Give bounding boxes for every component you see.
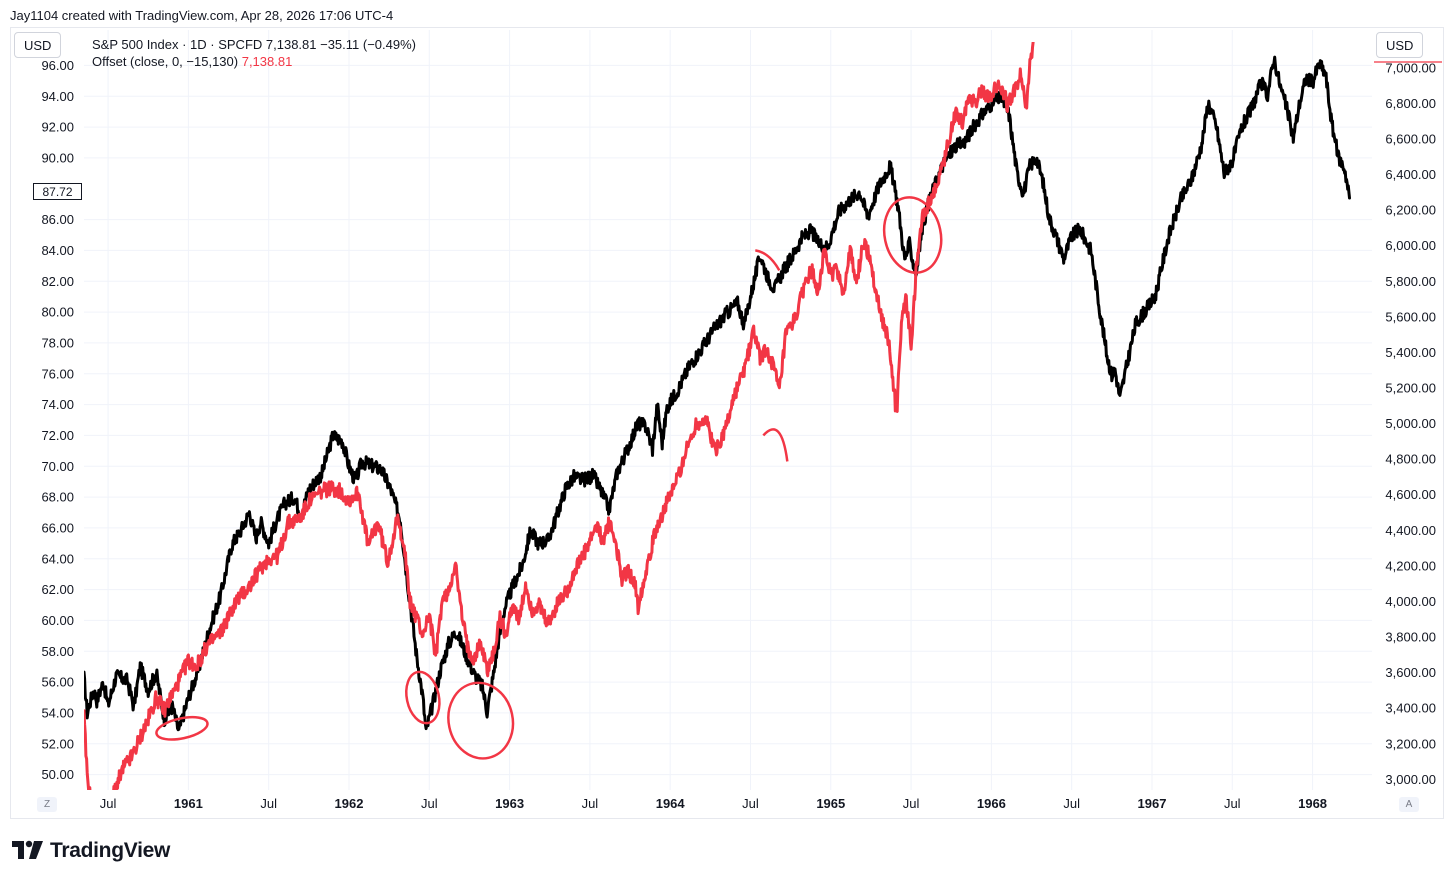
- left-axis-tick-label: 82.00: [41, 274, 74, 289]
- left-axis-tick-label: 50.00: [41, 767, 74, 782]
- timezone-button[interactable]: Z: [37, 797, 57, 812]
- left-axis-tick-label: 90.00: [41, 150, 74, 165]
- x-tick-label: 1967: [1138, 796, 1167, 811]
- auto-scale-button[interactable]: A: [1399, 797, 1419, 812]
- right-axis-tick-label: 4,800.00: [1385, 452, 1436, 467]
- right-axis-tick-label: 5,000.00: [1385, 416, 1436, 431]
- x-tick-label: Jul: [903, 796, 920, 811]
- right-axis-tick-label: 6,200.00: [1385, 203, 1436, 218]
- x-tick-label: Jul: [582, 796, 599, 811]
- x-tick-label: 1966: [977, 796, 1006, 811]
- legend-offset-label: Offset (close, 0, −15,130): [92, 54, 239, 69]
- right-axis-tick-label: 3,400.00: [1385, 701, 1436, 716]
- x-tick-label: 1964: [656, 796, 686, 811]
- left-axis-tick-label: 54.00: [41, 705, 74, 720]
- chart-legend: S&P 500 Index · 1D · SPCFD 7,138.81 −35.…: [92, 36, 416, 70]
- x-tick-label: 1968: [1298, 796, 1327, 811]
- right-axis-tick-label: 5,800.00: [1385, 274, 1436, 289]
- x-tick-label: Jul: [100, 796, 117, 811]
- right-axis-tick-label: 4,200.00: [1385, 558, 1436, 573]
- right-axis-tick-label: 3,200.00: [1385, 736, 1436, 751]
- right-axis-tick-label: 6,800.00: [1385, 96, 1436, 111]
- tradingview-logo: TradingView: [12, 836, 170, 862]
- left-axis-tick-label: 86.00: [41, 212, 74, 227]
- left-axis-tick-label: 72.00: [41, 428, 74, 443]
- left-axis-tick-label: 58.00: [41, 644, 74, 659]
- left-axis-tick-label: 78.00: [41, 335, 74, 350]
- left-axis-tick-label: 64.00: [41, 551, 74, 566]
- sp500-black-line: [84, 55, 1351, 732]
- right-axis-tick-label: 5,600.00: [1385, 309, 1436, 324]
- left-axis-tick-label: 60.00: [41, 613, 74, 628]
- left-axis-tick-label: 70.00: [41, 459, 74, 474]
- chart-credit: Jay1104 created with TradingView.com, Ap…: [10, 8, 394, 23]
- left-axis-tick-label: 52.00: [41, 736, 74, 751]
- right-axis-tick-label: 4,600.00: [1385, 487, 1436, 502]
- annotation-arc-1964: [762, 428, 789, 462]
- annotation-arc-1964-top: [755, 249, 781, 272]
- current-price-label: 87.72: [33, 183, 82, 200]
- x-tick-label: Jul: [260, 796, 277, 811]
- x-tick-label: 1962: [335, 796, 364, 811]
- legend-main-series[interactable]: S&P 500 Index · 1D · SPCFD 7,138.81 −35.…: [92, 37, 416, 52]
- x-tick-label: Jul: [1063, 796, 1080, 811]
- legend-offset-series[interactable]: Offset (close, 0, −15,130) 7,138.81: [92, 53, 416, 70]
- right-axis-tick-label: 3,000.00: [1385, 772, 1436, 787]
- right-currency-button[interactable]: USD: [1376, 32, 1424, 58]
- right-axis-tick-label: 4,400.00: [1385, 523, 1436, 538]
- left-axis-tick-label: 96.00: [41, 58, 74, 73]
- right-axis-tick-label: 6,000.00: [1385, 238, 1436, 253]
- left-axis-tick-label: 66.00: [41, 520, 74, 535]
- legend-offset-value: 7,138.81: [241, 54, 293, 69]
- left-axis-tick-label: 94.00: [41, 89, 74, 104]
- x-tick-label: 1961: [174, 796, 203, 811]
- left-axis-tick-label: 56.00: [41, 675, 74, 690]
- tradingview-logo-icon: [12, 840, 43, 859]
- right-axis-tick-label: 3,800.00: [1385, 630, 1436, 645]
- right-axis-tick-label: 5,400.00: [1385, 345, 1436, 360]
- right-axis-tick-label: 3,600.00: [1385, 665, 1436, 680]
- left-axis-tick-label: 80.00: [41, 305, 74, 320]
- left-axis-tick-label: 92.00: [41, 120, 74, 135]
- offset-red-line: [84, 42, 1035, 790]
- right-axis-tick-label: 5,200.00: [1385, 380, 1436, 395]
- x-tick-label: Jul: [1224, 796, 1241, 811]
- right-axis-tick-label: 6,600.00: [1385, 131, 1436, 146]
- left-axis-tick-label: 76.00: [41, 366, 74, 381]
- x-tick-label: Jul: [742, 796, 759, 811]
- left-axis-tick-label: 74.00: [41, 397, 74, 412]
- right-axis-tick-label: 7,000.00: [1385, 60, 1436, 75]
- annotation-circle-1965: [882, 196, 943, 274]
- x-tick-label: 1965: [816, 796, 845, 811]
- right-axis-tick-label: 6,400.00: [1385, 167, 1436, 182]
- left-axis-tick-label: 62.00: [41, 582, 74, 597]
- tradingview-wordmark: TradingView: [50, 839, 171, 862]
- chart-frame: [10, 27, 1444, 819]
- right-axis-tick-label: 4,000.00: [1385, 594, 1436, 609]
- left-axis-tick-label: 84.00: [41, 243, 74, 258]
- annotation-circle-1962-oct: [447, 681, 515, 760]
- x-tick-label: 1963: [495, 796, 524, 811]
- left-currency-button[interactable]: USD: [14, 32, 62, 58]
- annotation-circle-1962-jul: [405, 670, 441, 725]
- annotation-circle-1960: [155, 715, 209, 741]
- left-axis-tick-label: 68.00: [41, 490, 74, 505]
- x-tick-label: Jul: [421, 796, 438, 811]
